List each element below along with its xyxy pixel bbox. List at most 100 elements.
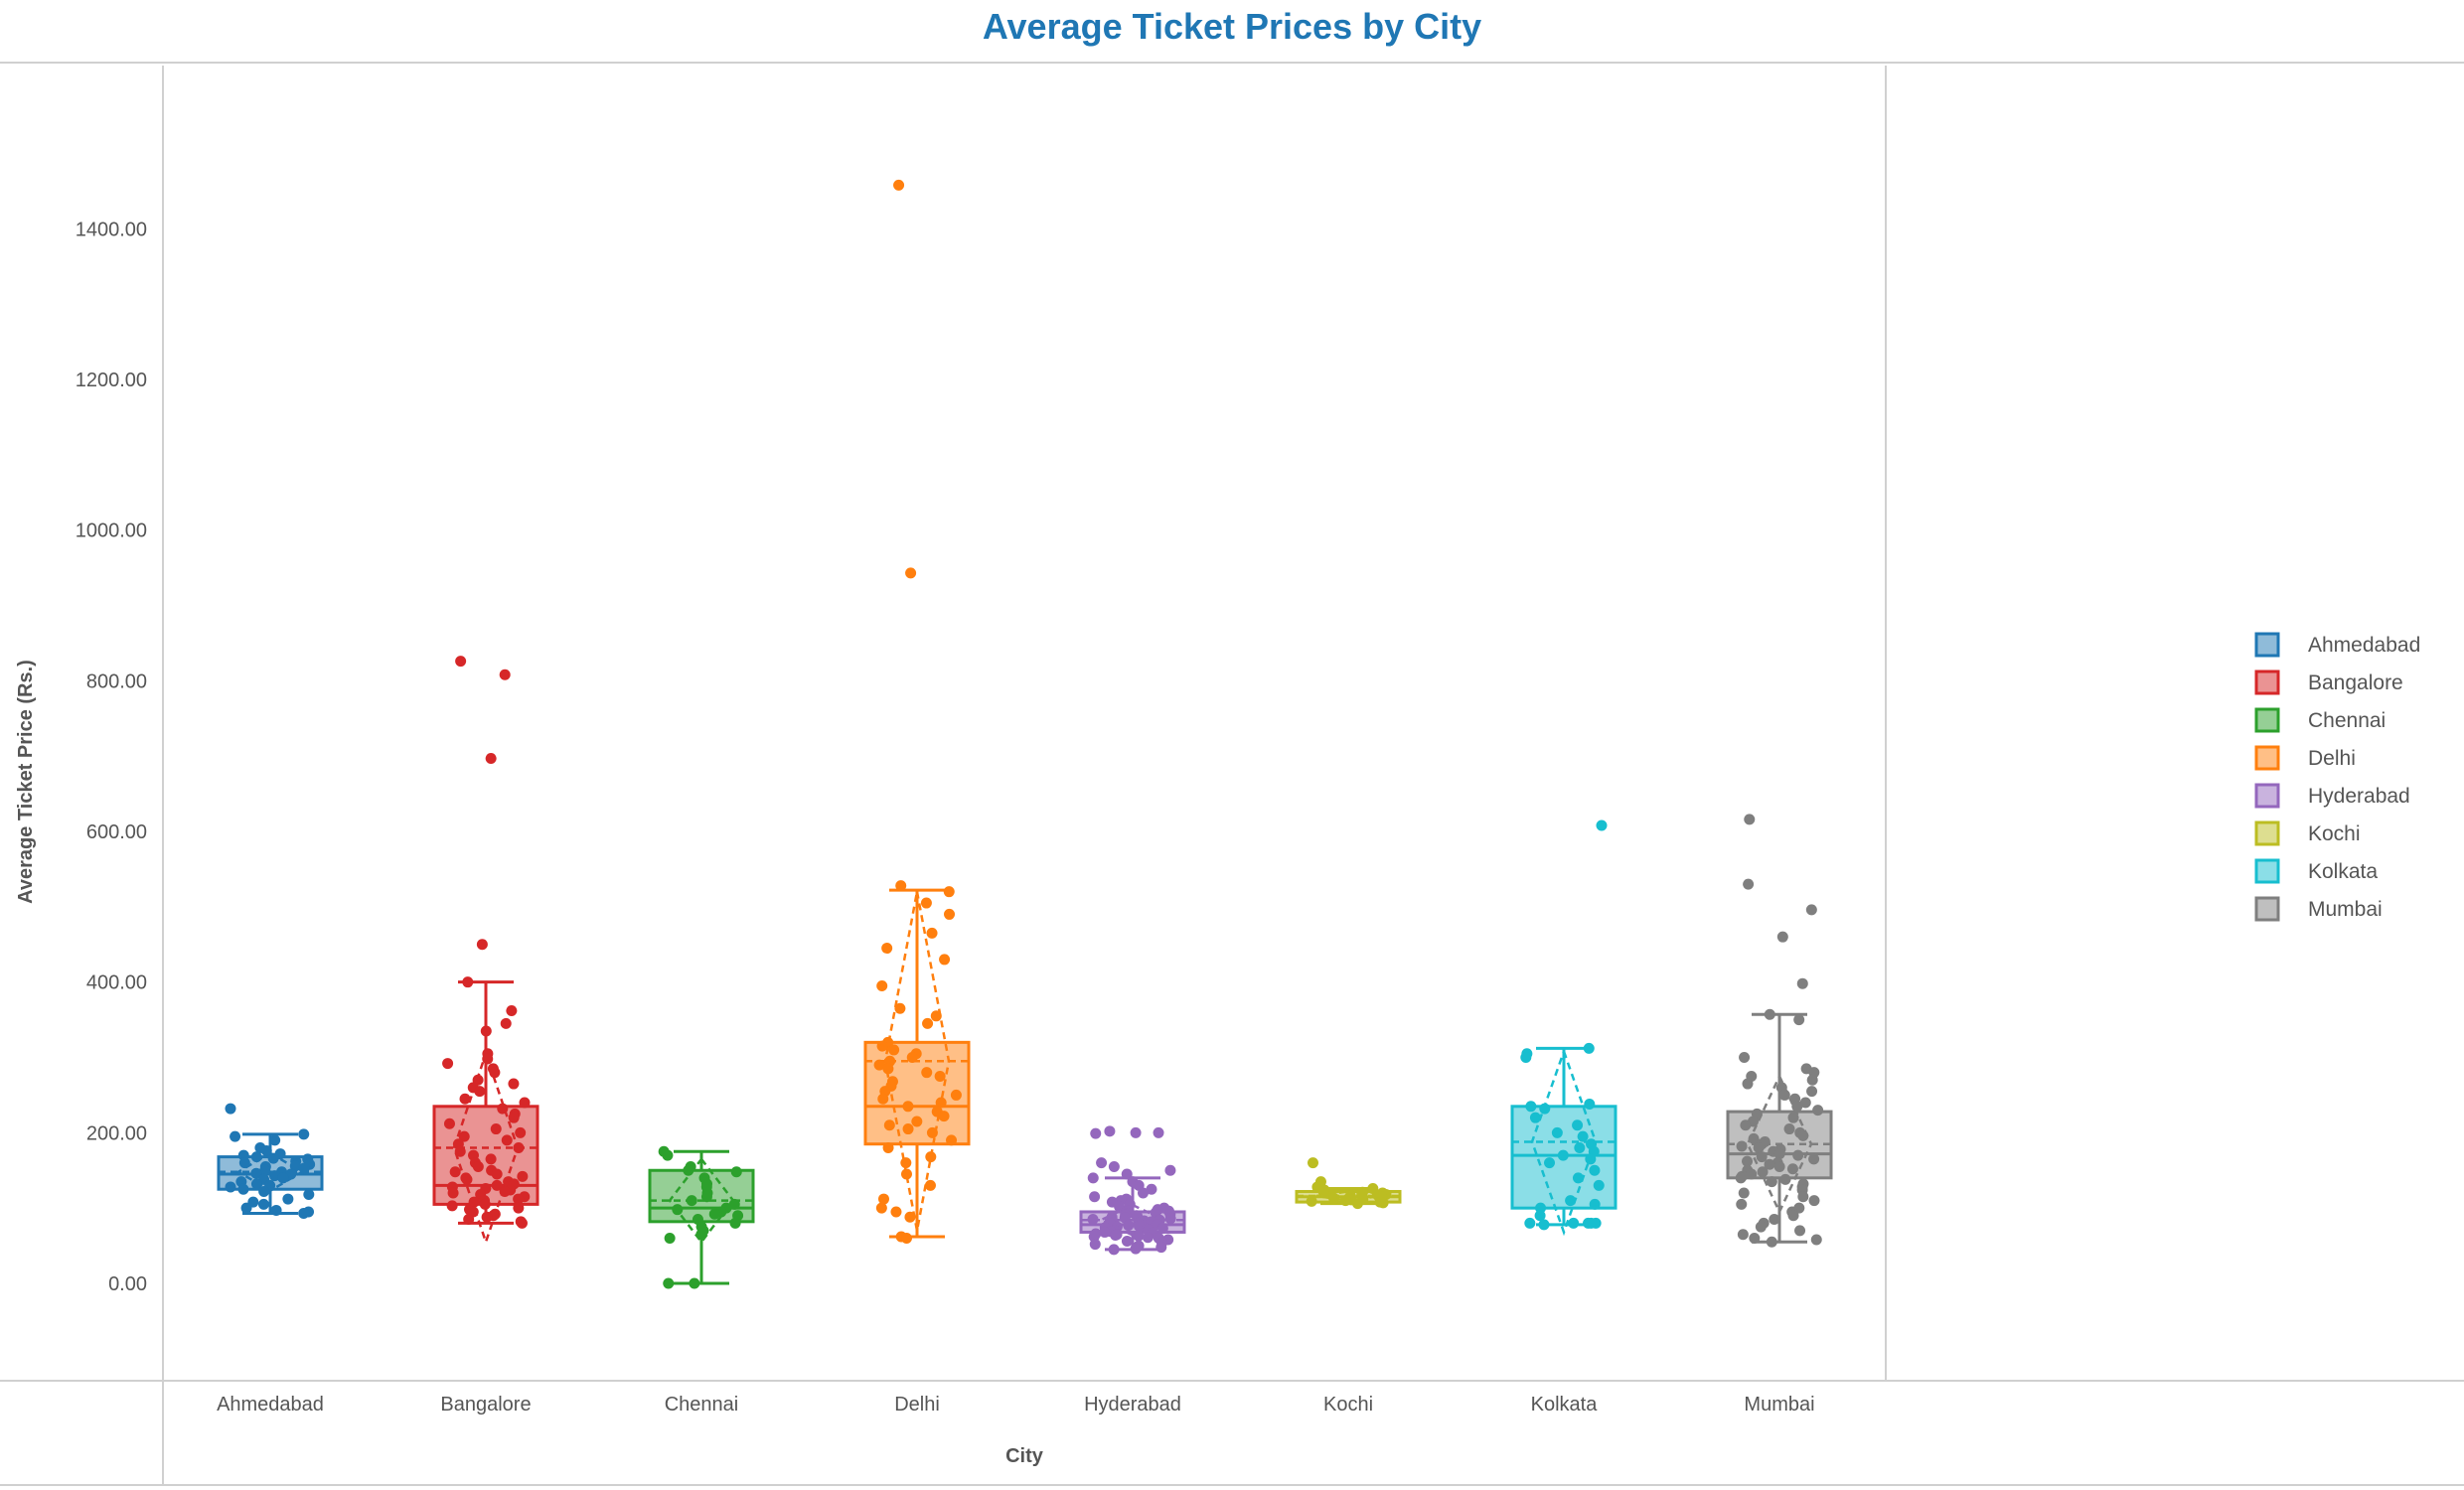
data-point: [1130, 1126, 1142, 1138]
data-point: [479, 1198, 491, 1210]
data-point: [508, 1112, 520, 1123]
box-group-bangalore: [432, 656, 539, 1247]
data-point: [1565, 1195, 1577, 1207]
data-point: [516, 1217, 528, 1229]
data-point: [1756, 1151, 1768, 1163]
data-point: [513, 1142, 525, 1154]
data-point: [446, 1200, 458, 1212]
data-point: [1551, 1126, 1563, 1138]
data-point: [1787, 1112, 1799, 1123]
data-point: [882, 1063, 894, 1075]
data-point: [1810, 1234, 1822, 1246]
legend-label: Chennai: [2308, 709, 2386, 732]
box-group-ahmedabad: [217, 1103, 324, 1219]
data-point: [695, 1229, 707, 1241]
data-point: [1584, 1099, 1596, 1111]
legend-label: Bangalore: [2308, 671, 2403, 694]
data-point: [943, 886, 955, 898]
data-point: [1096, 1157, 1108, 1169]
data-point: [925, 1151, 937, 1163]
data-point: [1130, 1243, 1142, 1255]
x-axis-title: City: [1005, 1445, 1044, 1467]
data-point: [1585, 1153, 1597, 1165]
data-point: [1544, 1157, 1556, 1169]
data-point: [1796, 977, 1808, 989]
data-point: [230, 1130, 241, 1142]
data-point: [260, 1145, 272, 1157]
data-point: [491, 1179, 503, 1191]
data-point: [1792, 1149, 1804, 1161]
data-point: [1736, 1140, 1748, 1152]
data-point: [238, 1157, 250, 1169]
data-point: [1583, 1042, 1595, 1054]
legend-label: Kolkata: [2308, 860, 2378, 883]
data-point: [225, 1181, 236, 1193]
data-point: [934, 1070, 946, 1082]
legend-label: Ahmedabad: [2308, 634, 2420, 657]
data-point: [1574, 1142, 1586, 1154]
legend-label: Hyderabad: [2308, 785, 2410, 808]
data-point: [1534, 1210, 1546, 1222]
data-point: [515, 1126, 527, 1138]
data-point: [890, 1206, 902, 1218]
data-point: [1797, 1129, 1809, 1141]
data-point: [1743, 878, 1755, 890]
sd-diamond: [1530, 1047, 1598, 1237]
data-point: [1787, 1210, 1799, 1222]
data-point: [501, 1134, 513, 1146]
data-point: [497, 1103, 509, 1115]
data-point: [1156, 1223, 1168, 1235]
data-point: [499, 1185, 511, 1197]
data-point: [946, 1134, 958, 1146]
data-point: [1740, 1119, 1752, 1131]
data-point: [939, 954, 951, 966]
data-point: [513, 1202, 525, 1214]
data-point: [250, 1151, 262, 1163]
data-point: [1524, 1217, 1536, 1229]
data-point: [258, 1185, 270, 1197]
data-point: [1778, 1089, 1790, 1101]
data-point: [298, 1162, 310, 1174]
data-point: [270, 1204, 282, 1216]
data-point: [902, 1101, 914, 1113]
data-point: [883, 1119, 895, 1131]
data-point: [1812, 1105, 1824, 1117]
data-point: [924, 1179, 936, 1191]
data-point: [900, 1157, 912, 1169]
data-point: [1773, 1160, 1785, 1172]
data-point: [1317, 1185, 1329, 1197]
data-point: [1133, 1230, 1145, 1242]
data-point: [1797, 1191, 1809, 1203]
data-point: [1766, 1176, 1777, 1188]
box-plots: [217, 179, 1833, 1289]
data-point: [1577, 1130, 1589, 1142]
data-point: [1769, 1214, 1780, 1226]
x-tick-label: Hyderabad: [1084, 1394, 1181, 1416]
data-point: [1742, 1155, 1754, 1167]
data-point: [1108, 1244, 1120, 1256]
data-point: [508, 1078, 520, 1090]
data-point: [298, 1207, 310, 1219]
data-point: [1539, 1103, 1551, 1115]
data-point: [1808, 1153, 1820, 1165]
data-point: [1104, 1125, 1116, 1137]
data-point: [1110, 1229, 1122, 1241]
data-point: [888, 1044, 900, 1056]
data-point: [922, 1017, 934, 1029]
data-point: [1748, 1132, 1760, 1144]
data-point: [1572, 1172, 1584, 1184]
data-point: [1377, 1197, 1389, 1209]
data-point: [277, 1172, 289, 1184]
data-point: [482, 1053, 494, 1065]
y-tick-label: 0.00: [108, 1273, 147, 1295]
data-point: [900, 1168, 912, 1180]
data-point: [1753, 1142, 1765, 1154]
chart-title: Average Ticket Prices by City: [982, 6, 1482, 47]
data-point: [1773, 1148, 1785, 1160]
y-tick-label: 200.00: [86, 1122, 147, 1144]
data-point: [1589, 1164, 1601, 1176]
data-point: [1806, 1074, 1818, 1086]
data-point: [894, 1002, 906, 1014]
data-point: [1121, 1236, 1133, 1248]
